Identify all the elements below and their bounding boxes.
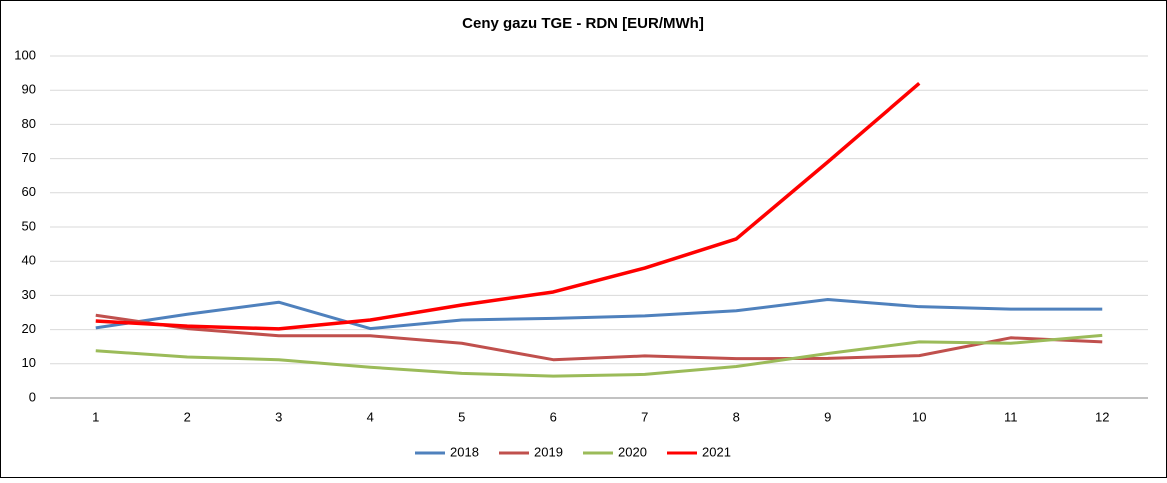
legend-label: 2018 — [450, 444, 479, 459]
y-tick-label: 90 — [22, 82, 36, 97]
line-series — [95, 313, 1103, 362]
y-tick-label: 0 — [29, 389, 36, 404]
y-tick-label: 20 — [22, 321, 36, 336]
x-tick-label: 6 — [550, 409, 557, 424]
x-tick-label: 4 — [367, 409, 374, 424]
y-tick-label: 70 — [22, 150, 36, 165]
y-tick-label: 80 — [22, 116, 36, 131]
y-tick-label: 30 — [22, 287, 36, 302]
chart-title: Ceny gazu TGE - RDN [EUR/MWh] — [462, 15, 704, 32]
y-tick-label: 100 — [14, 47, 36, 62]
x-tick-label: 1 — [92, 409, 99, 424]
x-tick-label: 2 — [184, 409, 191, 424]
line-series — [95, 82, 921, 331]
legend-label: 2021 — [702, 444, 731, 459]
y-tick-label: 50 — [22, 218, 36, 233]
x-tick-label: 9 — [824, 409, 831, 424]
y-tick-label: 60 — [22, 184, 36, 199]
y-tick-label: 10 — [22, 355, 36, 370]
x-tick-label: 8 — [733, 409, 740, 424]
line-series — [95, 298, 1103, 331]
legend-label: 2020 — [618, 444, 647, 459]
x-tick-label: 5 — [458, 409, 465, 424]
x-tick-label: 7 — [641, 409, 648, 424]
line-series — [95, 333, 1103, 378]
x-tick-label: 3 — [275, 409, 282, 424]
y-tick-label: 40 — [22, 253, 36, 268]
x-tick-label: 11 — [1004, 409, 1018, 424]
legend-label: 2019 — [534, 444, 563, 459]
x-tick-label: 12 — [1095, 409, 1109, 424]
x-tick-label: 10 — [912, 409, 926, 424]
